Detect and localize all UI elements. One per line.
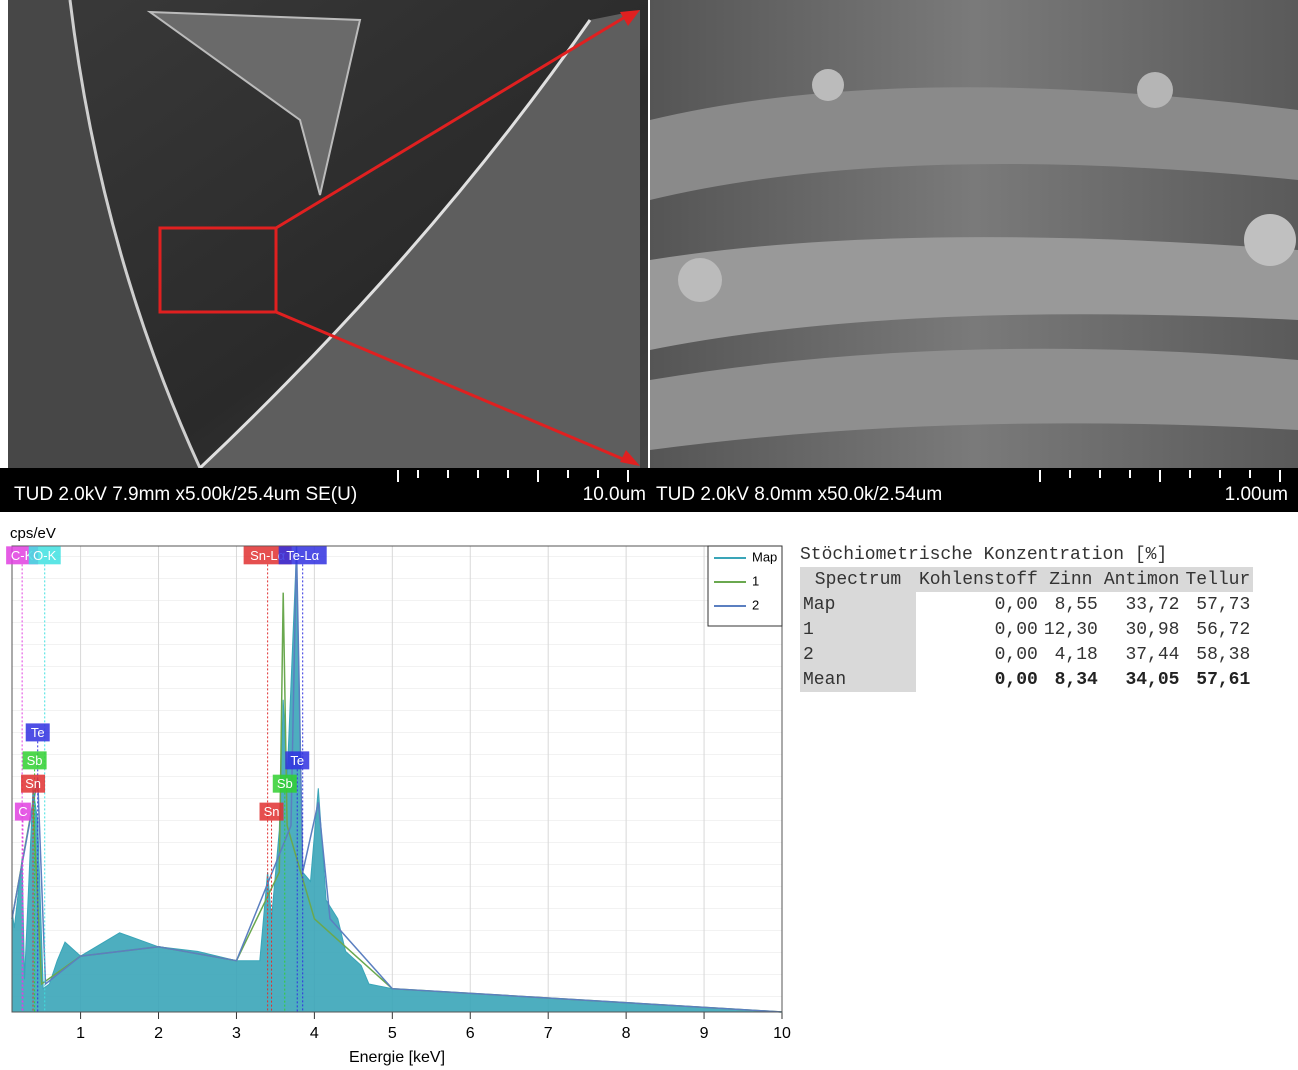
table-cell: 0,00 [916, 642, 1041, 667]
legend-label: 2 [752, 597, 759, 612]
element-label: Te-Lα [286, 548, 319, 563]
table-cell: 33,72 [1101, 592, 1183, 617]
table-title: Stöchiometrische Konzentration [%] [800, 543, 1298, 567]
table-cell: 57,73 [1182, 592, 1253, 617]
y-axis-label: cps/eV [10, 525, 56, 542]
x-axis-label: Energie [keV] [349, 1049, 445, 1066]
x-tick-label: 2 [154, 1025, 163, 1042]
x-tick-label: 4 [310, 1025, 319, 1042]
legend-label: Map [752, 549, 777, 564]
element-label: Te [290, 753, 304, 768]
element-label: Sn [264, 804, 280, 819]
header-cell: Tellur [1182, 567, 1253, 592]
figure: TUD 2.0kV 7.9mm x5.00k/25.4um SE(U) 10.0… [0, 0, 1298, 1070]
x-tick-label: 5 [388, 1025, 397, 1042]
x-tick-label: 1 [76, 1025, 85, 1042]
table-cell: 0,00 [916, 592, 1041, 617]
table-cell: Mean [800, 667, 916, 692]
x-tick-label: 3 [232, 1025, 241, 1042]
legend-label: 1 [752, 573, 759, 588]
sem-scale: 1.00um [1225, 484, 1288, 505]
element-label: Sb [277, 776, 293, 791]
table-cell: 37,44 [1101, 642, 1183, 667]
element-label: Sn [25, 776, 41, 791]
sem-scale: 10.0um [583, 484, 646, 505]
table-cell: Map [800, 592, 916, 617]
table-cell: 2 [800, 642, 916, 667]
table-cell: 8,55 [1041, 592, 1101, 617]
x-tick-label: 7 [544, 1025, 553, 1042]
x-tick-label: 10 [773, 1025, 791, 1042]
table-cell: 12,30 [1041, 617, 1101, 642]
element-label: Te [31, 725, 45, 740]
table-cell: 1 [800, 617, 916, 642]
sem-caption: TUD 2.0kV 8.0mm x50.0k/2.54um [656, 484, 942, 505]
element-label: Sb [27, 753, 43, 768]
header-cell: Zinn [1041, 567, 1101, 592]
table-cell: 34,05 [1101, 667, 1183, 692]
table-cell: 30,98 [1101, 617, 1183, 642]
x-tick-label: 6 [466, 1025, 475, 1042]
header-cell: Kohlenstoff [916, 567, 1041, 592]
element-label: C [18, 804, 27, 819]
table-cell: 0,00 [916, 617, 1041, 642]
header-cell: Spectrum [800, 567, 916, 592]
table-cell: 58,38 [1182, 642, 1253, 667]
table-cell: 4,18 [1041, 642, 1101, 667]
table-cell: 56,72 [1182, 617, 1253, 642]
element-label: O-K [33, 548, 56, 563]
x-tick-label: 9 [700, 1025, 709, 1042]
x-tick-label: 8 [622, 1025, 631, 1042]
table-cell: 0,00 [916, 667, 1041, 692]
table-cell: 8,34 [1041, 667, 1101, 692]
sem-caption: TUD 2.0kV 7.9mm x5.00k/25.4um SE(U) [14, 484, 357, 505]
table-cell: 57,61 [1182, 667, 1253, 692]
header-cell: Antimon [1101, 567, 1183, 592]
sem-panels: TUD 2.0kV 7.9mm x5.00k/25.4um SE(U) 10.0… [0, 0, 1298, 512]
concentration-table: Stöchiometrische Konzentration [%]Spectr… [800, 543, 1298, 692]
